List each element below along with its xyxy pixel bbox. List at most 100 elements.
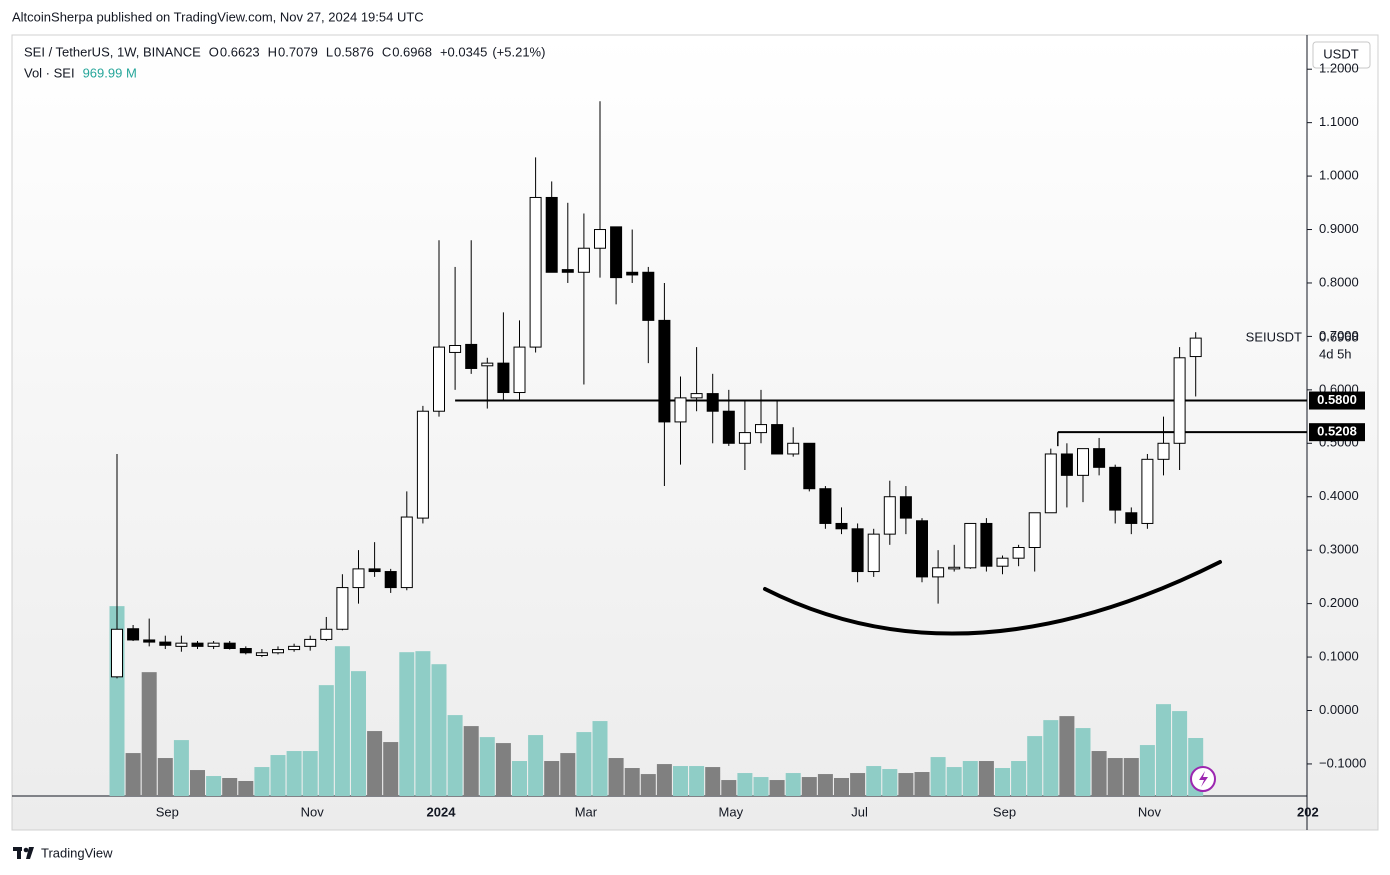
volume-bar <box>1059 716 1075 796</box>
volume-bar <box>769 780 785 796</box>
volume-bar <box>1011 761 1027 796</box>
candle-body <box>384 571 397 589</box>
candle-body <box>481 362 494 367</box>
volume-bar <box>1027 736 1043 796</box>
volume-bar <box>946 767 962 796</box>
y-tick-label: 1.0000 <box>1319 168 1359 183</box>
candle-body <box>449 344 462 353</box>
volume-bar <box>463 726 479 796</box>
volume-bar <box>1043 720 1059 796</box>
volume-bar <box>157 758 173 796</box>
ohlc-prefix: L <box>326 44 333 59</box>
y-tick-label: 0.0000 <box>1319 702 1359 717</box>
candle-body <box>1141 458 1154 524</box>
candle-body <box>1109 466 1122 511</box>
volume-bar <box>914 772 930 796</box>
candle-body <box>400 516 413 589</box>
volume-bar <box>254 767 270 796</box>
candle-body <box>320 628 333 640</box>
currency-box[interactable] <box>1312 41 1371 69</box>
ohlc-prefix: H <box>268 44 277 59</box>
volume-bar <box>673 766 688 796</box>
level-tag <box>1309 423 1365 442</box>
volume-bar <box>576 732 592 796</box>
x-edge-label: 202 <box>1297 804 1319 819</box>
volume-bar <box>1075 728 1091 796</box>
volume-bar <box>962 761 978 796</box>
volume-bar <box>1091 751 1107 796</box>
candle-body <box>272 649 284 654</box>
volume-bar <box>415 651 431 796</box>
candle-body <box>127 628 140 641</box>
volume-bar <box>334 646 350 796</box>
volume-bar <box>286 751 302 796</box>
level-tag-label: 0.5208 <box>1317 424 1357 439</box>
candle-body <box>352 568 365 589</box>
y-tick-label: 0.1000 <box>1319 648 1359 663</box>
x-tick-label: Sep <box>156 804 179 819</box>
candle-body <box>1044 453 1057 514</box>
volume-bar <box>206 776 222 796</box>
volume-bar <box>560 753 576 796</box>
volume-bar <box>512 761 527 796</box>
candle-body <box>803 442 816 490</box>
volume-bar <box>318 685 334 796</box>
x-tick-label: Sep <box>993 804 1016 819</box>
volume-bar <box>351 671 366 796</box>
candle-body <box>674 397 687 423</box>
candle-body <box>159 641 172 646</box>
level-tag <box>1309 391 1365 410</box>
change-pct: (+5.21%) <box>492 44 545 59</box>
candle-body <box>722 410 735 444</box>
candle-body <box>883 496 896 535</box>
candle-body <box>1189 337 1202 358</box>
y-tick-label: 1.2000 <box>1319 61 1359 76</box>
candle-body <box>835 522 848 530</box>
candle-body <box>465 343 478 369</box>
candle-body <box>497 362 510 394</box>
candle-body <box>304 638 317 647</box>
volume-bar <box>222 778 238 796</box>
volume-bar <box>624 768 640 796</box>
candle-body <box>1012 546 1025 559</box>
candle-body <box>658 319 671 423</box>
candle-body <box>561 269 574 273</box>
volume-bar <box>785 773 801 796</box>
ohlc-prefix: O <box>209 44 219 59</box>
volume-bar <box>721 780 737 796</box>
volume-bar <box>705 767 721 796</box>
candle-body <box>964 522 977 569</box>
candle-body <box>642 271 655 321</box>
volume-bar <box>270 755 286 796</box>
candle-body <box>223 642 236 650</box>
candle-body <box>1060 453 1073 476</box>
candle-body <box>191 642 204 647</box>
volume-bar <box>479 737 495 796</box>
candle-body <box>626 271 639 276</box>
volume-bar <box>1156 704 1171 796</box>
candle-body <box>111 628 123 678</box>
candle-body <box>513 346 526 394</box>
level-tag-label: 0.5800 <box>1317 392 1357 407</box>
candle-body <box>916 520 928 578</box>
candle-body <box>1125 512 1138 524</box>
alert-bolt <box>1199 771 1208 787</box>
candle-body <box>867 533 880 573</box>
candle-body <box>433 346 445 412</box>
volume-bar <box>302 751 318 796</box>
volume-bar <box>173 740 189 796</box>
volume-bar <box>1172 711 1188 796</box>
candle-body <box>368 568 381 573</box>
volume-bar <box>141 672 157 796</box>
candle-body <box>577 247 590 273</box>
volume-bar <box>367 731 383 796</box>
candle-body <box>336 587 349 630</box>
brand: TradingView <box>41 845 113 860</box>
volume-bar <box>495 743 511 796</box>
publisher-line: AltcoinSherpa published on TradingView.c… <box>12 9 424 24</box>
volume-bar <box>399 652 415 796</box>
ohlc-prefix: C <box>382 44 391 59</box>
candle-body <box>288 645 301 651</box>
candle-body <box>207 642 220 647</box>
candle-body <box>819 488 832 524</box>
